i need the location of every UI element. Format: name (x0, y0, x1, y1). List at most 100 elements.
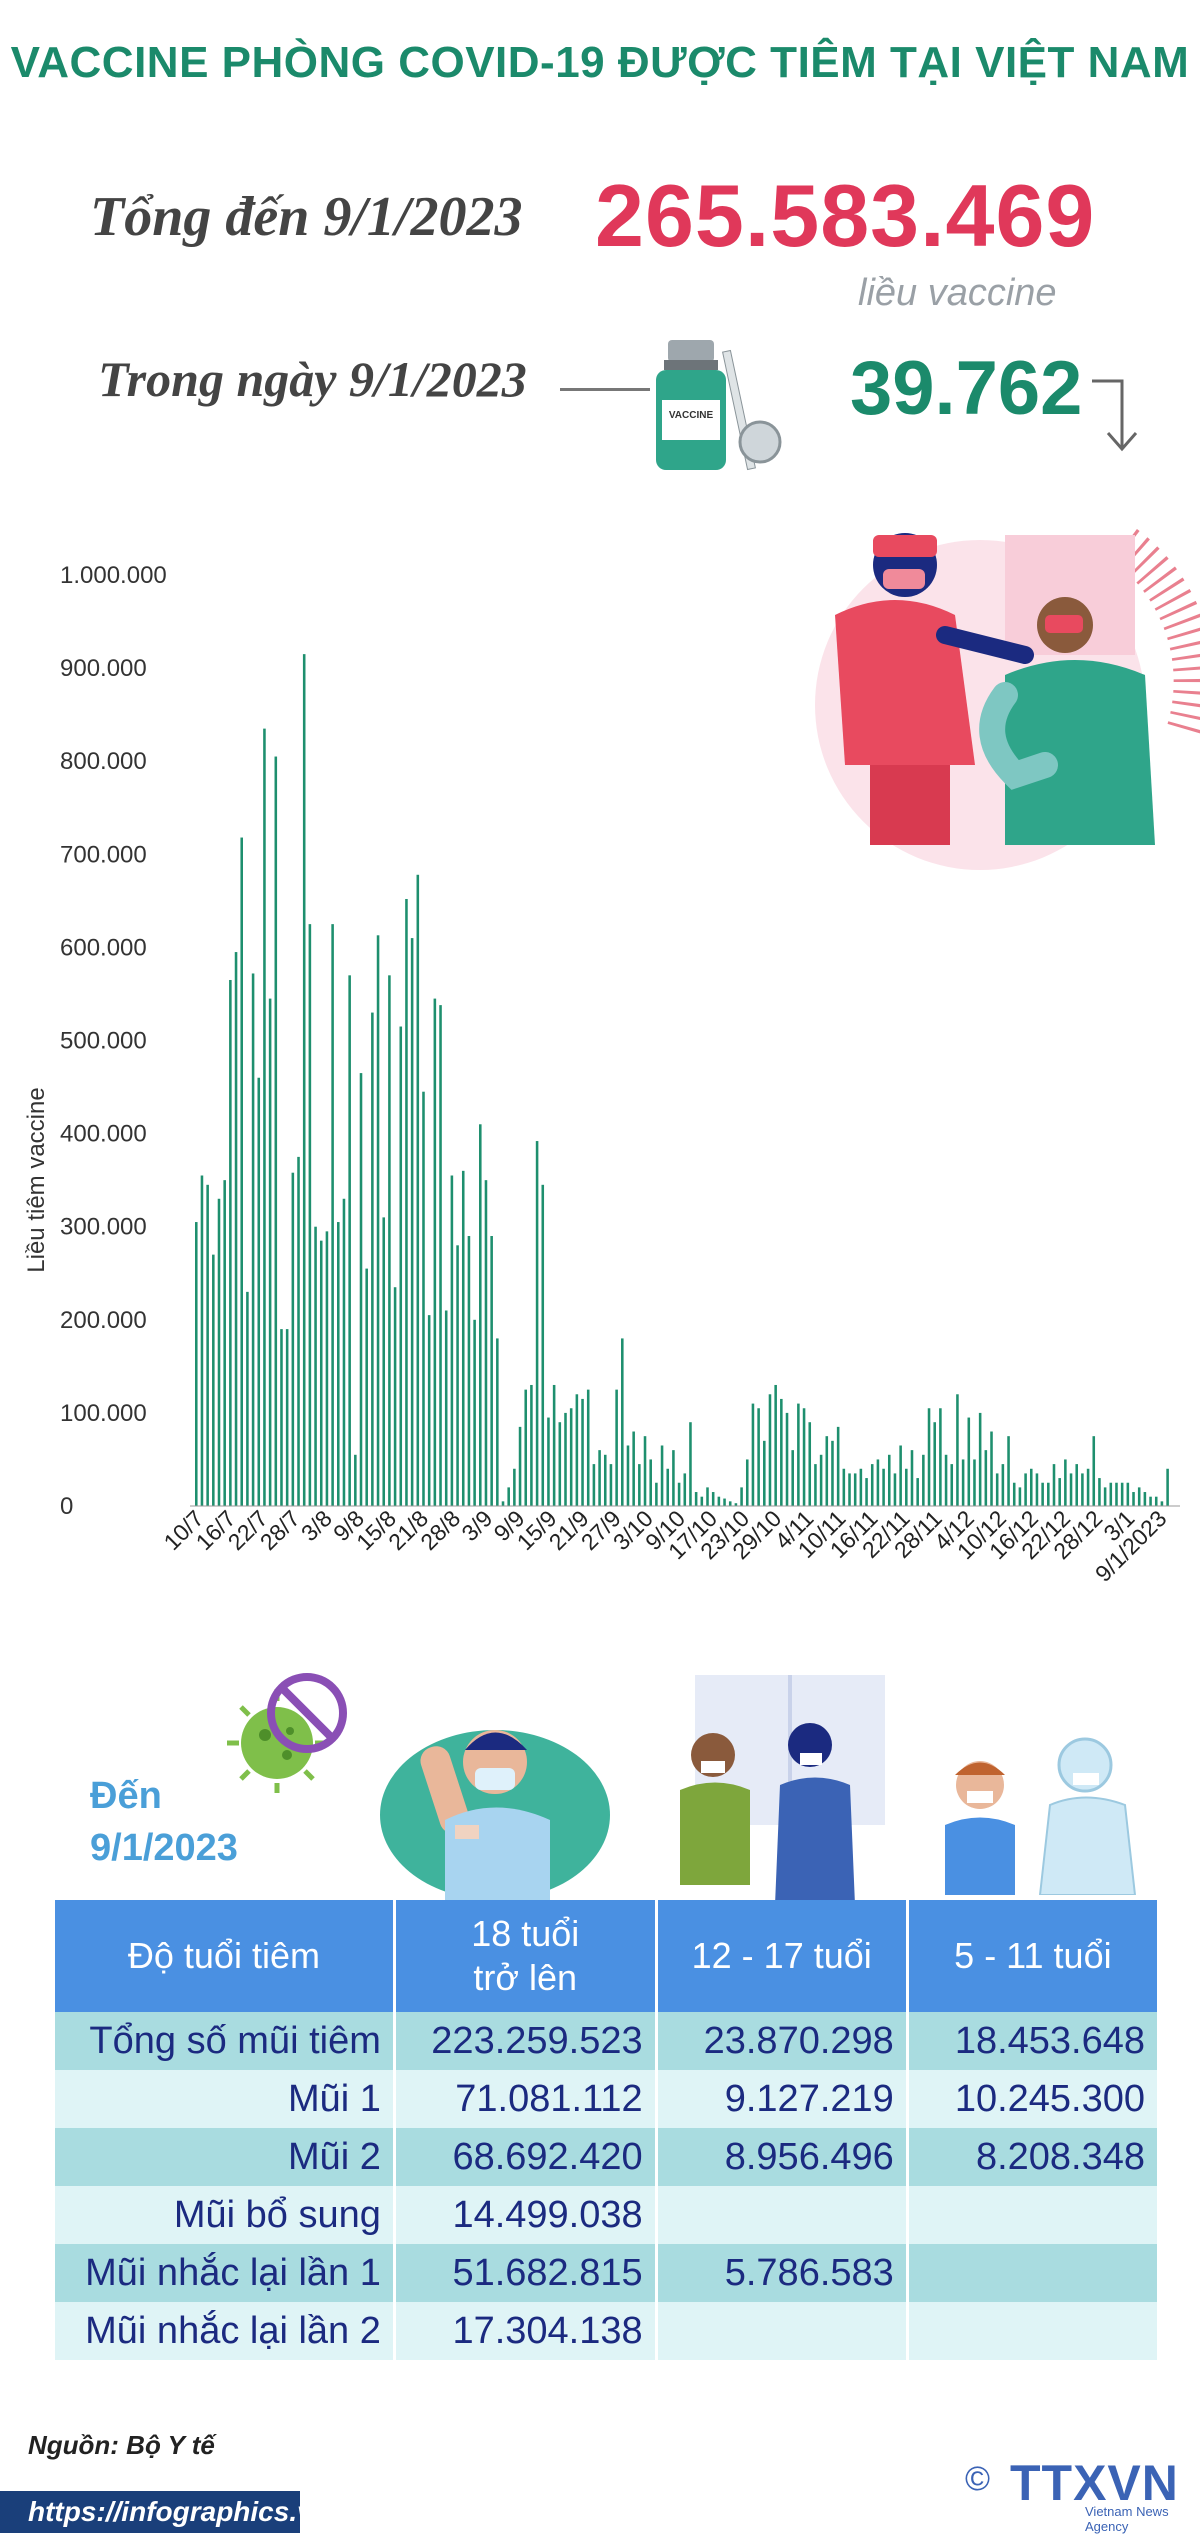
bar (223, 1180, 226, 1506)
header-child: 5 - 11 tuổi (908, 1900, 1157, 2012)
as-of-date: 9/1/2023 (90, 1827, 238, 1869)
bar (944, 1454, 948, 1506)
x-axis-ticks: 10/716/722/728/73/89/815/821/828/83/99/9… (158, 1505, 1171, 1587)
row-label: Mũi 1 (55, 2070, 393, 2128)
website-link[interactable]: https://infographics.vn (28, 2496, 330, 2527)
bar (638, 1464, 641, 1506)
bar (1058, 1478, 1061, 1506)
patient-figure (979, 597, 1155, 845)
bar (768, 1394, 772, 1506)
bar (757, 1408, 760, 1506)
row-label: Mũi 2 (55, 2128, 393, 2186)
bar (325, 1231, 329, 1506)
y-tick-label: 300.000 (60, 1214, 147, 1241)
bar (450, 1175, 454, 1506)
bar (939, 1408, 942, 1506)
bar (575, 1394, 579, 1506)
bar (564, 1412, 567, 1506)
cell-child (908, 2302, 1157, 2360)
bar (933, 1422, 936, 1506)
header-age-group: Độ tuổi tiêm (55, 1900, 393, 2012)
cell-adult: 68.692.420 (395, 2128, 655, 2186)
bar (558, 1422, 562, 1506)
bar (626, 1445, 630, 1506)
bar (467, 1236, 471, 1506)
bar (285, 1329, 289, 1506)
row-label: Mũi nhắc lại lần 2 (55, 2302, 393, 2360)
bar (848, 1473, 851, 1506)
table-header-row: Độ tuổi tiêm 18 tuổi trở lên 12 - 17 tuổi… (55, 1900, 1157, 2012)
day-value: 39.762 (850, 346, 1083, 431)
bar (513, 1468, 516, 1506)
row-label: Tổng số mũi tiêm (55, 2012, 393, 2070)
y-tick-label: 1.000.000 (60, 562, 167, 589)
table-row: Mũi nhắc lại lần 1 51.682.815 5.786.583 (55, 2244, 1157, 2302)
bar (200, 1175, 204, 1506)
bar (774, 1384, 777, 1506)
bar (887, 1454, 891, 1506)
bar (763, 1440, 766, 1506)
bar (1109, 1482, 1113, 1506)
cell-teen: 23.870.298 (657, 2012, 906, 2070)
bar (1154, 1496, 1158, 1506)
bar (1081, 1473, 1084, 1506)
bar (819, 1454, 823, 1506)
bar (1007, 1436, 1010, 1506)
bar (728, 1501, 732, 1506)
bar (780, 1398, 783, 1506)
bar (461, 1170, 465, 1506)
bar (246, 1291, 249, 1506)
cell-child: 18.453.648 (908, 2012, 1157, 2070)
bar-series (195, 654, 1169, 1507)
bar (507, 1487, 510, 1506)
bar (978, 1412, 982, 1506)
bar (893, 1473, 897, 1506)
bar (439, 1005, 442, 1506)
page-title: VACCINE PHÒNG COVID-19 ĐƯỢC TIÊM TẠI VIỆ… (10, 38, 1190, 87)
bar (967, 1417, 971, 1506)
bar (910, 1450, 914, 1506)
y-tick-label: 0 (60, 1493, 73, 1520)
bar (859, 1468, 863, 1506)
bar (734, 1503, 738, 1506)
y-tick-label: 500.000 (60, 1028, 147, 1055)
table-row: Mũi nhắc lại lần 2 17.304.138 (55, 2302, 1157, 2360)
bar (410, 938, 414, 1506)
as-of-prefix: Đến (90, 1775, 162, 1817)
bar (814, 1464, 817, 1506)
bar (700, 1496, 704, 1506)
vaccine-vial-icon: VACCINE (656, 340, 782, 471)
cell-teen (657, 2302, 906, 2360)
bar (990, 1431, 993, 1506)
no-virus-icon (227, 1673, 347, 1793)
bar (371, 1012, 374, 1506)
bar (569, 1408, 573, 1506)
bar (319, 1240, 323, 1506)
bar (524, 1389, 528, 1507)
bar (530, 1384, 533, 1506)
bar (655, 1482, 658, 1506)
bar (393, 1287, 397, 1506)
bar (274, 756, 278, 1506)
bar (1064, 1459, 1067, 1506)
row-label: Mũi bổ sung (55, 2186, 393, 2244)
bar (518, 1426, 522, 1506)
bar (212, 1254, 215, 1506)
bar (609, 1464, 613, 1506)
cell-adult: 17.304.138 (395, 2302, 655, 2360)
bar (297, 1156, 300, 1507)
bar (263, 728, 266, 1506)
bar (1012, 1482, 1016, 1506)
bar (723, 1498, 726, 1506)
unit-label: liều vaccine (858, 272, 1057, 314)
bar (1160, 1501, 1164, 1506)
bar (302, 654, 306, 1506)
bar (689, 1422, 692, 1506)
table-row: Mũi 1 71.081.112 9.127.219 10.245.300 (55, 2070, 1157, 2128)
bar (1041, 1482, 1044, 1506)
bar (694, 1492, 698, 1506)
footer-bar (0, 2491, 300, 2533)
bar (496, 1338, 499, 1506)
y-axis-title: Liều tiêm vaccine (23, 1087, 50, 1272)
bar (876, 1459, 880, 1506)
